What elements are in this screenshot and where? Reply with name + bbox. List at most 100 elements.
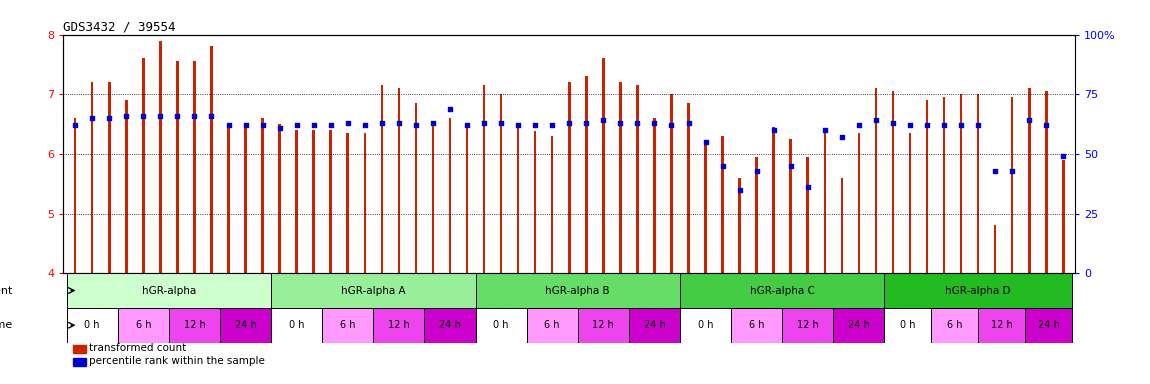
Point [662, 122, 681, 128]
Bar [534, 131, 536, 273]
Point [270, 124, 289, 131]
Bar [976, 94, 980, 273]
Bar [313, 130, 315, 273]
Bar [296, 130, 298, 273]
Point [918, 122, 936, 128]
Point [628, 120, 646, 126]
Point [492, 120, 511, 126]
Point [900, 122, 919, 128]
Text: 12 h: 12 h [990, 320, 1012, 330]
Point [390, 120, 408, 126]
Point [867, 118, 886, 124]
Point [117, 113, 136, 119]
Bar [782, 308, 834, 343]
Bar [500, 94, 503, 273]
Point [288, 122, 306, 128]
Text: agent: agent [0, 286, 13, 296]
Bar [619, 82, 622, 273]
Point [475, 120, 493, 126]
Bar [329, 130, 332, 273]
Point [782, 163, 800, 169]
Text: 0 h: 0 h [84, 320, 100, 330]
Point [355, 122, 374, 128]
Point [509, 122, 528, 128]
Text: 24 h: 24 h [848, 320, 869, 330]
Bar [551, 136, 553, 273]
Bar [193, 61, 196, 273]
Text: 0 h: 0 h [493, 320, 508, 330]
Bar [891, 91, 895, 273]
Bar [322, 308, 374, 343]
Bar [381, 85, 383, 273]
Bar [220, 308, 271, 343]
Bar [210, 46, 213, 273]
Point [748, 167, 766, 174]
Bar [773, 127, 775, 273]
Bar [653, 118, 655, 273]
Bar [398, 88, 400, 273]
Point [969, 122, 988, 128]
Point [237, 122, 255, 128]
Bar [636, 85, 638, 273]
Point [423, 120, 442, 126]
Point [83, 115, 101, 121]
Text: 0 h: 0 h [900, 320, 915, 330]
Text: hGR-alpha C: hGR-alpha C [750, 286, 814, 296]
Bar [704, 142, 707, 273]
Bar [680, 308, 731, 343]
Bar [960, 94, 963, 273]
Text: transformed count: transformed count [89, 343, 186, 353]
Bar [884, 308, 932, 343]
Point [100, 115, 118, 121]
Text: 12 h: 12 h [797, 320, 819, 330]
Point [697, 139, 715, 145]
Text: 6 h: 6 h [340, 320, 355, 330]
Bar [1063, 160, 1065, 273]
Bar [680, 273, 884, 308]
Bar [932, 308, 979, 343]
Bar [670, 94, 673, 273]
Point [168, 113, 186, 119]
Point [935, 122, 953, 128]
Bar [1025, 308, 1072, 343]
Point [253, 122, 271, 128]
Point [458, 122, 476, 128]
Bar [577, 308, 629, 343]
Text: 24 h: 24 h [1037, 320, 1059, 330]
Text: 6 h: 6 h [749, 320, 765, 330]
Point [440, 106, 459, 112]
Point [220, 122, 238, 128]
Point [305, 122, 323, 128]
Bar [271, 308, 322, 343]
Bar [1028, 88, 1030, 273]
Point [1037, 122, 1056, 128]
Point [185, 113, 204, 119]
Text: 24 h: 24 h [644, 320, 666, 330]
Bar [228, 124, 230, 273]
Text: 24 h: 24 h [439, 320, 461, 330]
Bar [67, 273, 271, 308]
Point [135, 113, 153, 119]
Bar [74, 345, 85, 353]
Bar [943, 97, 945, 273]
Point [833, 134, 851, 140]
Bar [143, 58, 145, 273]
Bar [756, 157, 758, 273]
Bar [527, 308, 577, 343]
Bar [603, 58, 605, 273]
Bar [91, 82, 93, 273]
Bar [67, 308, 117, 343]
Point [815, 127, 834, 133]
Point [338, 120, 356, 126]
Bar [926, 100, 928, 273]
Bar [994, 225, 996, 273]
Bar [176, 61, 178, 273]
Point [765, 127, 783, 133]
Bar [74, 118, 76, 273]
Bar [884, 273, 1072, 308]
Bar [731, 308, 782, 343]
Bar [448, 118, 451, 273]
Point [66, 122, 84, 128]
Bar [363, 133, 366, 273]
Point [560, 120, 578, 126]
